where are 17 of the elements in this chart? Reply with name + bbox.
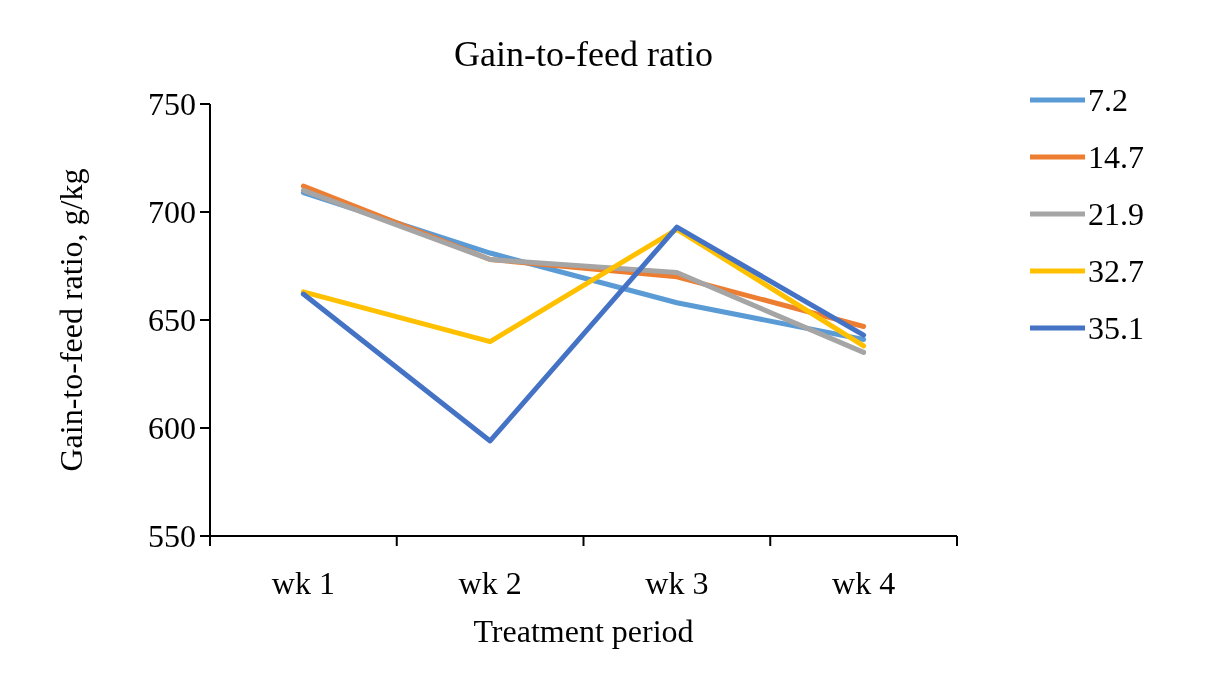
y-axis-title: Gain-to-feed ratio, g/kg (53, 168, 89, 472)
legend-label: 35.1 (1088, 310, 1144, 347)
y-tick-label: 600 (148, 410, 196, 447)
x-tick-label: wk 1 (271, 565, 335, 601)
y-tick-label: 700 (148, 194, 196, 231)
legend-label: 14.7 (1088, 139, 1144, 176)
x-tick-label: wk 2 (458, 565, 522, 601)
x-tick-label: wk 4 (832, 565, 896, 601)
x-axis-title: Treatment period (473, 613, 694, 649)
legend-label: 21.9 (1088, 196, 1144, 233)
x-tick-label: wk 3 (645, 565, 709, 601)
y-tick-label: 750 (148, 86, 196, 123)
chart-title: Gain-to-feed ratio (454, 34, 713, 74)
y-tick-label: 650 (148, 302, 196, 339)
legend-label: 32.7 (1088, 253, 1144, 290)
y-tick-label: 550 (148, 518, 196, 555)
legend-label: 7.2 (1088, 82, 1128, 119)
